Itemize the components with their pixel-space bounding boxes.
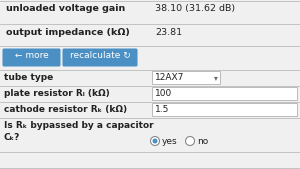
Text: plate resistor Rₗ (kΩ): plate resistor Rₗ (kΩ) [4,89,110,98]
Text: Cₖ?: Cₖ? [4,133,20,142]
Text: 1.5: 1.5 [155,105,169,114]
Text: no: no [197,137,208,146]
Text: 100: 100 [155,89,172,98]
Text: ← more: ← more [15,52,48,61]
Circle shape [185,137,194,146]
Circle shape [151,137,160,146]
FancyBboxPatch shape [152,103,297,116]
FancyBboxPatch shape [2,49,61,66]
Text: unloaded voltage gain: unloaded voltage gain [6,4,125,13]
Text: yes: yes [162,137,178,146]
Text: ▾: ▾ [214,73,218,82]
Circle shape [152,139,158,143]
Text: output impedance (kΩ): output impedance (kΩ) [6,28,130,37]
FancyBboxPatch shape [152,87,297,100]
FancyBboxPatch shape [62,49,137,66]
FancyBboxPatch shape [152,71,220,84]
Text: Is Rₖ bypassed by a capacitor: Is Rₖ bypassed by a capacitor [4,121,154,130]
Text: 38.10 (31.62 dB): 38.10 (31.62 dB) [155,4,235,13]
Text: 12AX7: 12AX7 [155,73,184,82]
Text: 23.81: 23.81 [155,28,182,37]
Text: recalculate ↻: recalculate ↻ [70,52,130,61]
Text: tube type: tube type [4,73,53,82]
Text: cathode resistor Rₖ (kΩ): cathode resistor Rₖ (kΩ) [4,105,127,114]
